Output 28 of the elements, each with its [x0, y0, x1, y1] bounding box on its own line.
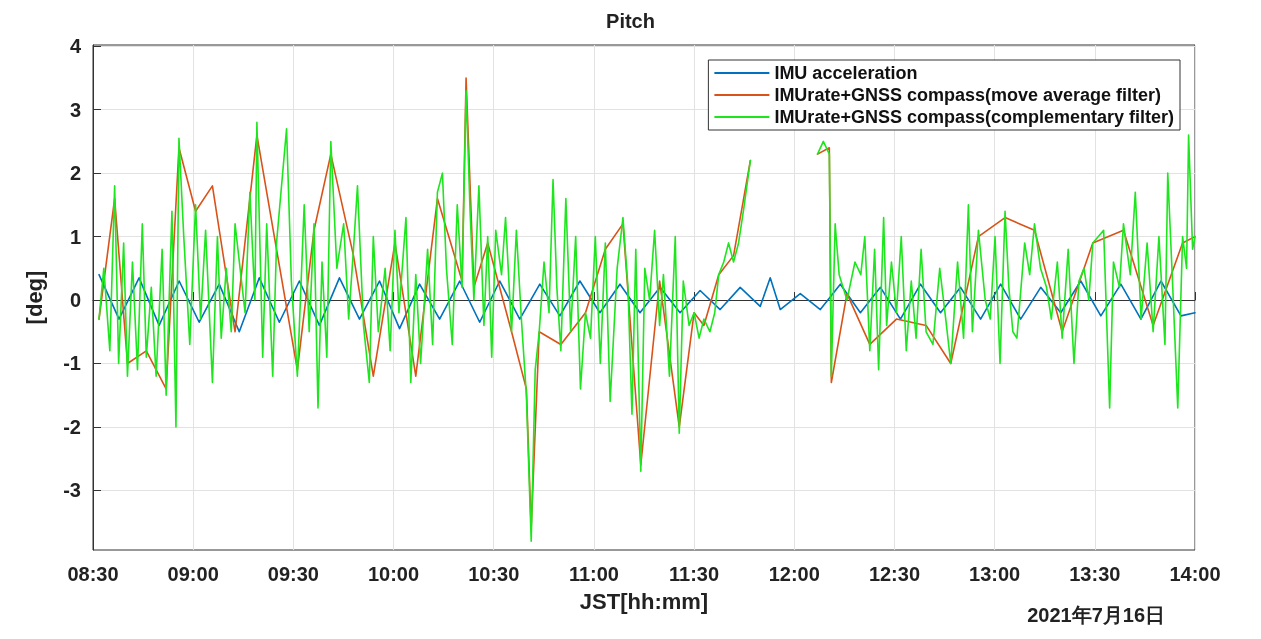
x-tick-label: 08:30	[67, 563, 119, 585]
y-tick-label: -1	[63, 352, 81, 375]
x-tick-label: 12:00	[768, 563, 820, 585]
y-tick-label: 3	[69, 98, 81, 121]
x-tick-label: 13:00	[969, 563, 1021, 585]
y-tick-label: -2	[63, 415, 81, 438]
x-tick-label: 12:30	[868, 563, 921, 585]
x-tick-label: 11:30	[669, 563, 720, 585]
legend-label: IMU acceleration	[774, 63, 918, 83]
chart-title: Pitch	[606, 10, 655, 32]
y-tick-label: 0	[69, 289, 81, 312]
x-tick-label: 14:00	[1169, 563, 1221, 585]
x-tick-label: 10:30	[468, 563, 520, 585]
y-tick-label: 1	[69, 225, 81, 248]
y-axis-title: [deg]	[21, 270, 47, 325]
x-tick-label: 13:30	[1069, 563, 1121, 585]
y-tick-label: 4	[69, 35, 82, 58]
text: 2021年7月16日	[1027, 604, 1166, 626]
x-axis-title: JST[hh:mm]	[579, 588, 709, 614]
y-tick-label: -3	[63, 479, 81, 502]
legend-label: IMUrate+GNSS compass(move average filter)	[774, 85, 1162, 105]
x-tick-label: 09:30	[267, 563, 319, 585]
y-tick-label: 2	[69, 162, 81, 185]
x-tick-label: 11:00	[568, 563, 619, 585]
line-series	[98, 273, 1196, 333]
x-tick-label: 09:00	[167, 563, 219, 585]
legend-label: IMUrate+GNSS compass(complementary filter)	[774, 107, 1175, 127]
x-tick-label: 10:00	[367, 563, 420, 585]
